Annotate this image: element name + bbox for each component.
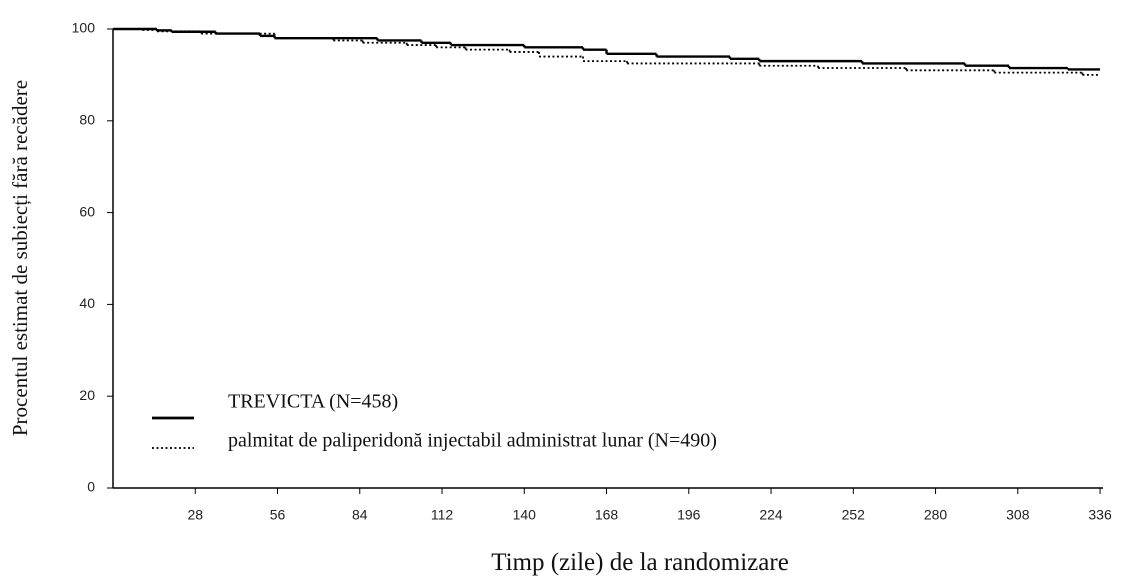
legend-label: palmitat de paliperidonă injectabil admi… <box>228 430 717 452</box>
y-tick-label: 0 <box>87 479 95 495</box>
x-tick-label: 56 <box>270 507 286 523</box>
x-tick-label: 28 <box>187 507 203 523</box>
x-tick-label: 140 <box>513 507 537 523</box>
x-tick-label: 252 <box>842 507 866 523</box>
x-tick-label: 196 <box>677 507 701 523</box>
y-axis-title: Procentul estimat de subiecți fără recăd… <box>8 80 32 436</box>
x-tick-label: 168 <box>595 507 619 523</box>
x-axis-title: Timp (zile) de la randomizare <box>491 549 789 576</box>
y-tick-label: 60 <box>79 203 95 219</box>
x-tick-label: 224 <box>759 507 783 523</box>
y-tick-label: 100 <box>72 20 96 36</box>
x-tick-label: 84 <box>352 507 368 523</box>
y-tick-label: 80 <box>79 112 95 128</box>
y-tick-label: 40 <box>79 295 95 311</box>
x-tick-label: 280 <box>924 507 948 523</box>
legend-label: TREVICTA (N=458) <box>228 391 398 413</box>
x-tick-label: 112 <box>431 507 454 523</box>
y-tick-label: 20 <box>79 387 95 403</box>
x-tick-label: 336 <box>1088 507 1112 523</box>
x-tick-label: 308 <box>1006 507 1030 523</box>
